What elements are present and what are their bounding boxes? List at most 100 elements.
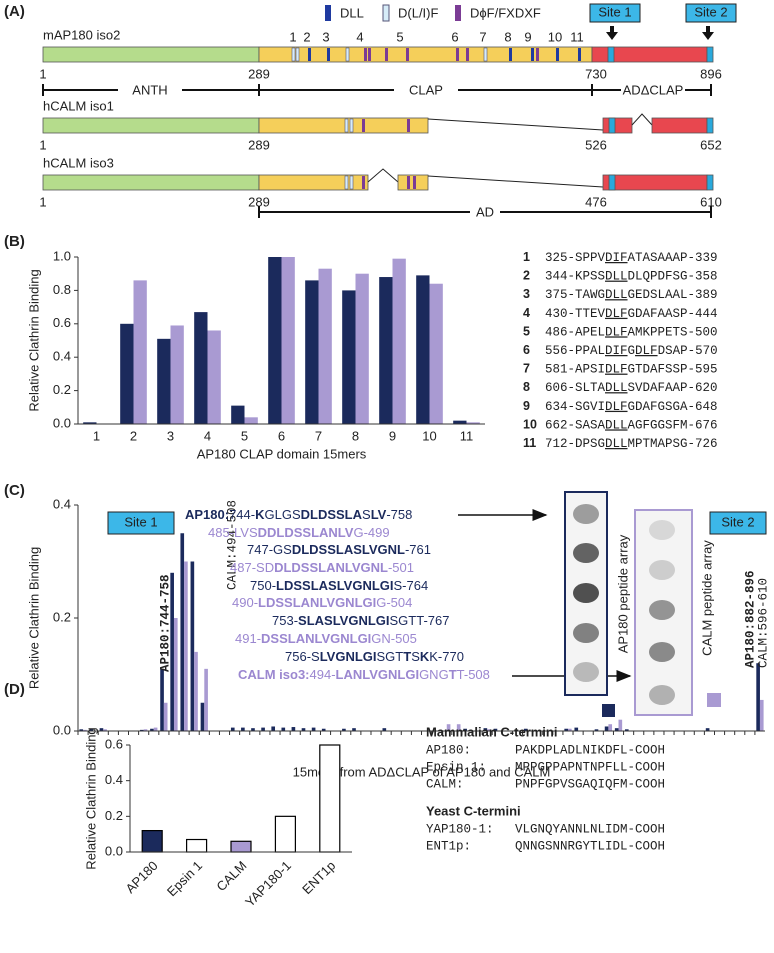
bar	[608, 724, 613, 731]
site-label: Site 1	[124, 514, 157, 529]
sequence-segment: DLL	[605, 288, 628, 302]
sequence-segment: DLQPDFSG-358	[628, 270, 718, 284]
bar	[180, 533, 185, 731]
motif-stripe	[295, 47, 300, 62]
domain-segment	[258, 117, 429, 134]
bar	[574, 727, 579, 731]
terminus-name: Epsin 1:	[426, 760, 486, 774]
sequence-segment: GDAFGSGA-648	[628, 400, 718, 414]
peptide-segment: K	[420, 649, 430, 664]
motif-stripe	[578, 48, 581, 61]
motif-stripe	[327, 48, 330, 61]
motif-stripe	[483, 47, 488, 62]
peptide-segment: 750-	[250, 578, 276, 593]
bar	[271, 726, 276, 731]
array-spot	[649, 642, 675, 662]
legend-label: D(L/I)F	[398, 5, 439, 20]
terminus-sequence: MPPGPPAPNTNPFLL-COOH	[515, 760, 665, 774]
sequence-segment: 486-APEL	[545, 326, 605, 340]
peptide-segment: SGTT-767	[390, 613, 450, 628]
protein-name: mAP180 iso2	[43, 27, 120, 42]
peptide-segment: 747-GS	[247, 542, 292, 557]
peptide-segment: GN-505	[371, 631, 417, 646]
peptide-segment: DLDSSLA	[301, 507, 363, 522]
peptide-segment: SLASLVGNLGI	[298, 613, 389, 628]
y-tick-label: 0.0	[53, 722, 71, 737]
bar	[523, 728, 528, 731]
bar	[207, 330, 221, 424]
residue-position: 1	[39, 137, 46, 152]
residue-position: 610	[700, 194, 722, 209]
peptide-segment: DSSLANLVGNLGI	[261, 631, 371, 646]
motif-stripe	[308, 48, 311, 61]
peptide-segment: LVGNLGI	[320, 649, 377, 664]
residue-position: 476	[585, 194, 607, 209]
x-tick-label: 1	[93, 428, 100, 443]
sequence-segment: DLL	[605, 437, 628, 451]
peptide-segment: LDSSLASLVGNLGI	[276, 578, 393, 593]
x-axis-label: 15mers from ADΔCLAP of AP180 and CALM	[293, 764, 551, 779]
sequence-number: 11	[523, 436, 536, 450]
bar	[281, 257, 295, 424]
terminus-sequence: QNNGSNNRGYTLIDL-COOH	[515, 839, 665, 853]
sequence-number: 7	[523, 362, 530, 376]
bar	[487, 729, 491, 731]
sequence-segment: MPTMAPSG-726	[628, 437, 718, 451]
bar	[274, 815, 296, 853]
panel-label: (A)	[4, 3, 25, 20]
x-tick-label: 9	[389, 428, 396, 443]
site-range-label: CALM:596-610	[756, 578, 770, 668]
site-arrow	[702, 26, 714, 40]
sequence-segment: DLL	[605, 419, 628, 433]
bar	[446, 724, 451, 731]
bar	[170, 325, 184, 424]
y-tick-label: 0.2	[53, 609, 71, 624]
bar	[251, 728, 255, 731]
bar	[382, 728, 387, 731]
sequence-line: 6 556-PPALDIFGDLFDSAP-570	[523, 343, 718, 358]
sequence-segment: DLF	[605, 363, 628, 377]
sequence-segment: 581-APSI	[545, 363, 605, 377]
sequence-segment: AGFGGSFM-676	[628, 419, 718, 433]
peptide-segment: DDLDSSLANLV	[258, 525, 354, 540]
bar	[624, 729, 629, 731]
terminus-name: CALM:	[426, 777, 464, 791]
bar	[190, 561, 195, 731]
domain-segment	[607, 46, 615, 63]
motif-stripe	[291, 47, 296, 62]
bar	[120, 323, 134, 424]
domain-label: ANTH	[132, 82, 167, 97]
y-axis-label: Relative Clathrin Binding	[26, 269, 41, 411]
sequence-line: 3 375-TAWGDLLGEDSLAAL-389	[523, 287, 718, 302]
motif-stripe	[349, 175, 354, 190]
array-spot	[649, 600, 675, 620]
residue-position: 1	[39, 194, 46, 209]
bar	[173, 618, 178, 731]
sequence-segment: DLF	[635, 344, 658, 358]
peptide-segment: DLDSSLANLVGNL	[274, 560, 388, 575]
domain-segment	[651, 117, 708, 134]
motif-number: 5	[396, 29, 403, 44]
motif-stripe	[368, 48, 371, 61]
peptide-segment: -761	[405, 542, 431, 557]
site-box	[589, 3, 641, 23]
peptide-segment: T	[403, 649, 411, 664]
array-spot	[649, 520, 675, 540]
motif-stripe	[407, 176, 410, 189]
ruler-gap	[621, 82, 685, 98]
peptide-segment: 487-SD	[230, 560, 274, 575]
sequence-line: 7 581-APSIDLFGTDAFSSP-595	[523, 362, 718, 377]
sequence-line: 5 486-APELDLFAMKPPETS-500	[523, 325, 718, 340]
bar	[429, 283, 443, 424]
motif-number: 6	[451, 29, 458, 44]
bar	[150, 728, 154, 731]
site-label: Site 2	[721, 514, 754, 529]
sequence-segment: 430-TTEV	[545, 307, 606, 321]
ruler-gap	[118, 82, 182, 98]
sequence-number: 5	[523, 325, 530, 339]
sequence-segment: DLL	[605, 270, 628, 284]
sequence-segment: GEDSLAAL-389	[628, 288, 718, 302]
bar	[342, 728, 346, 731]
motif-number: 1	[289, 29, 296, 44]
